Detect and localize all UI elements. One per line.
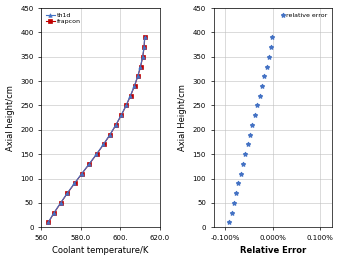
relative error	[262, 74, 267, 78]
frapcon	[141, 55, 145, 58]
relative error	[240, 162, 246, 166]
frapcon	[124, 104, 128, 107]
th1d	[46, 221, 50, 224]
relative error	[229, 211, 234, 215]
X-axis label: Coolant temperature/K: Coolant temperature/K	[52, 246, 148, 256]
th1d	[141, 55, 145, 58]
relative error	[257, 94, 262, 98]
frapcon	[136, 75, 140, 78]
th1d	[52, 211, 56, 214]
frapcon	[80, 172, 84, 175]
relative error	[231, 201, 237, 205]
frapcon	[108, 133, 112, 136]
Legend: th1d, frapcon: th1d, frapcon	[44, 11, 82, 26]
relative error	[266, 55, 272, 59]
th1d	[72, 182, 76, 185]
frapcon	[143, 36, 147, 39]
th1d	[132, 84, 136, 87]
frapcon	[139, 65, 143, 68]
relative error	[245, 142, 251, 146]
Y-axis label: Axial height/cm: Axial height/cm	[5, 85, 15, 151]
th1d	[114, 123, 118, 127]
X-axis label: Relative Error: Relative Error	[240, 246, 306, 256]
frapcon	[128, 94, 133, 97]
frapcon	[59, 201, 63, 204]
Line: th1d: th1d	[46, 35, 146, 224]
th1d	[142, 45, 146, 49]
frapcon	[142, 45, 146, 49]
th1d	[136, 75, 140, 78]
relative error	[243, 152, 248, 156]
relative error	[268, 45, 274, 49]
frapcon	[73, 182, 77, 185]
relative error	[264, 64, 270, 69]
relative error	[234, 191, 239, 195]
th1d	[142, 36, 146, 39]
frapcon	[114, 123, 118, 127]
relative error	[247, 133, 253, 137]
th1d	[119, 114, 123, 117]
Legend: relative error: relative error	[280, 11, 329, 19]
relative error	[238, 171, 243, 176]
frapcon	[95, 153, 99, 156]
relative error	[236, 181, 241, 186]
Y-axis label: Axial Height/cm: Axial Height/cm	[178, 84, 187, 151]
frapcon	[133, 84, 137, 87]
th1d	[108, 133, 112, 136]
frapcon	[46, 221, 51, 224]
frapcon	[101, 143, 105, 146]
relative error	[252, 113, 258, 117]
frapcon	[119, 114, 123, 117]
th1d	[95, 153, 99, 156]
th1d	[80, 172, 84, 175]
relative error	[250, 123, 255, 127]
th1d	[65, 192, 69, 195]
frapcon	[52, 211, 56, 214]
relative error	[270, 35, 275, 39]
relative error	[226, 220, 232, 224]
th1d	[124, 104, 128, 107]
th1d	[101, 143, 105, 146]
frapcon	[87, 162, 92, 165]
frapcon	[65, 192, 69, 195]
th1d	[87, 162, 91, 165]
relative error	[255, 103, 260, 108]
th1d	[128, 94, 133, 97]
th1d	[59, 201, 63, 204]
Line: frapcon: frapcon	[46, 35, 146, 224]
relative error	[259, 84, 265, 88]
th1d	[138, 65, 142, 68]
